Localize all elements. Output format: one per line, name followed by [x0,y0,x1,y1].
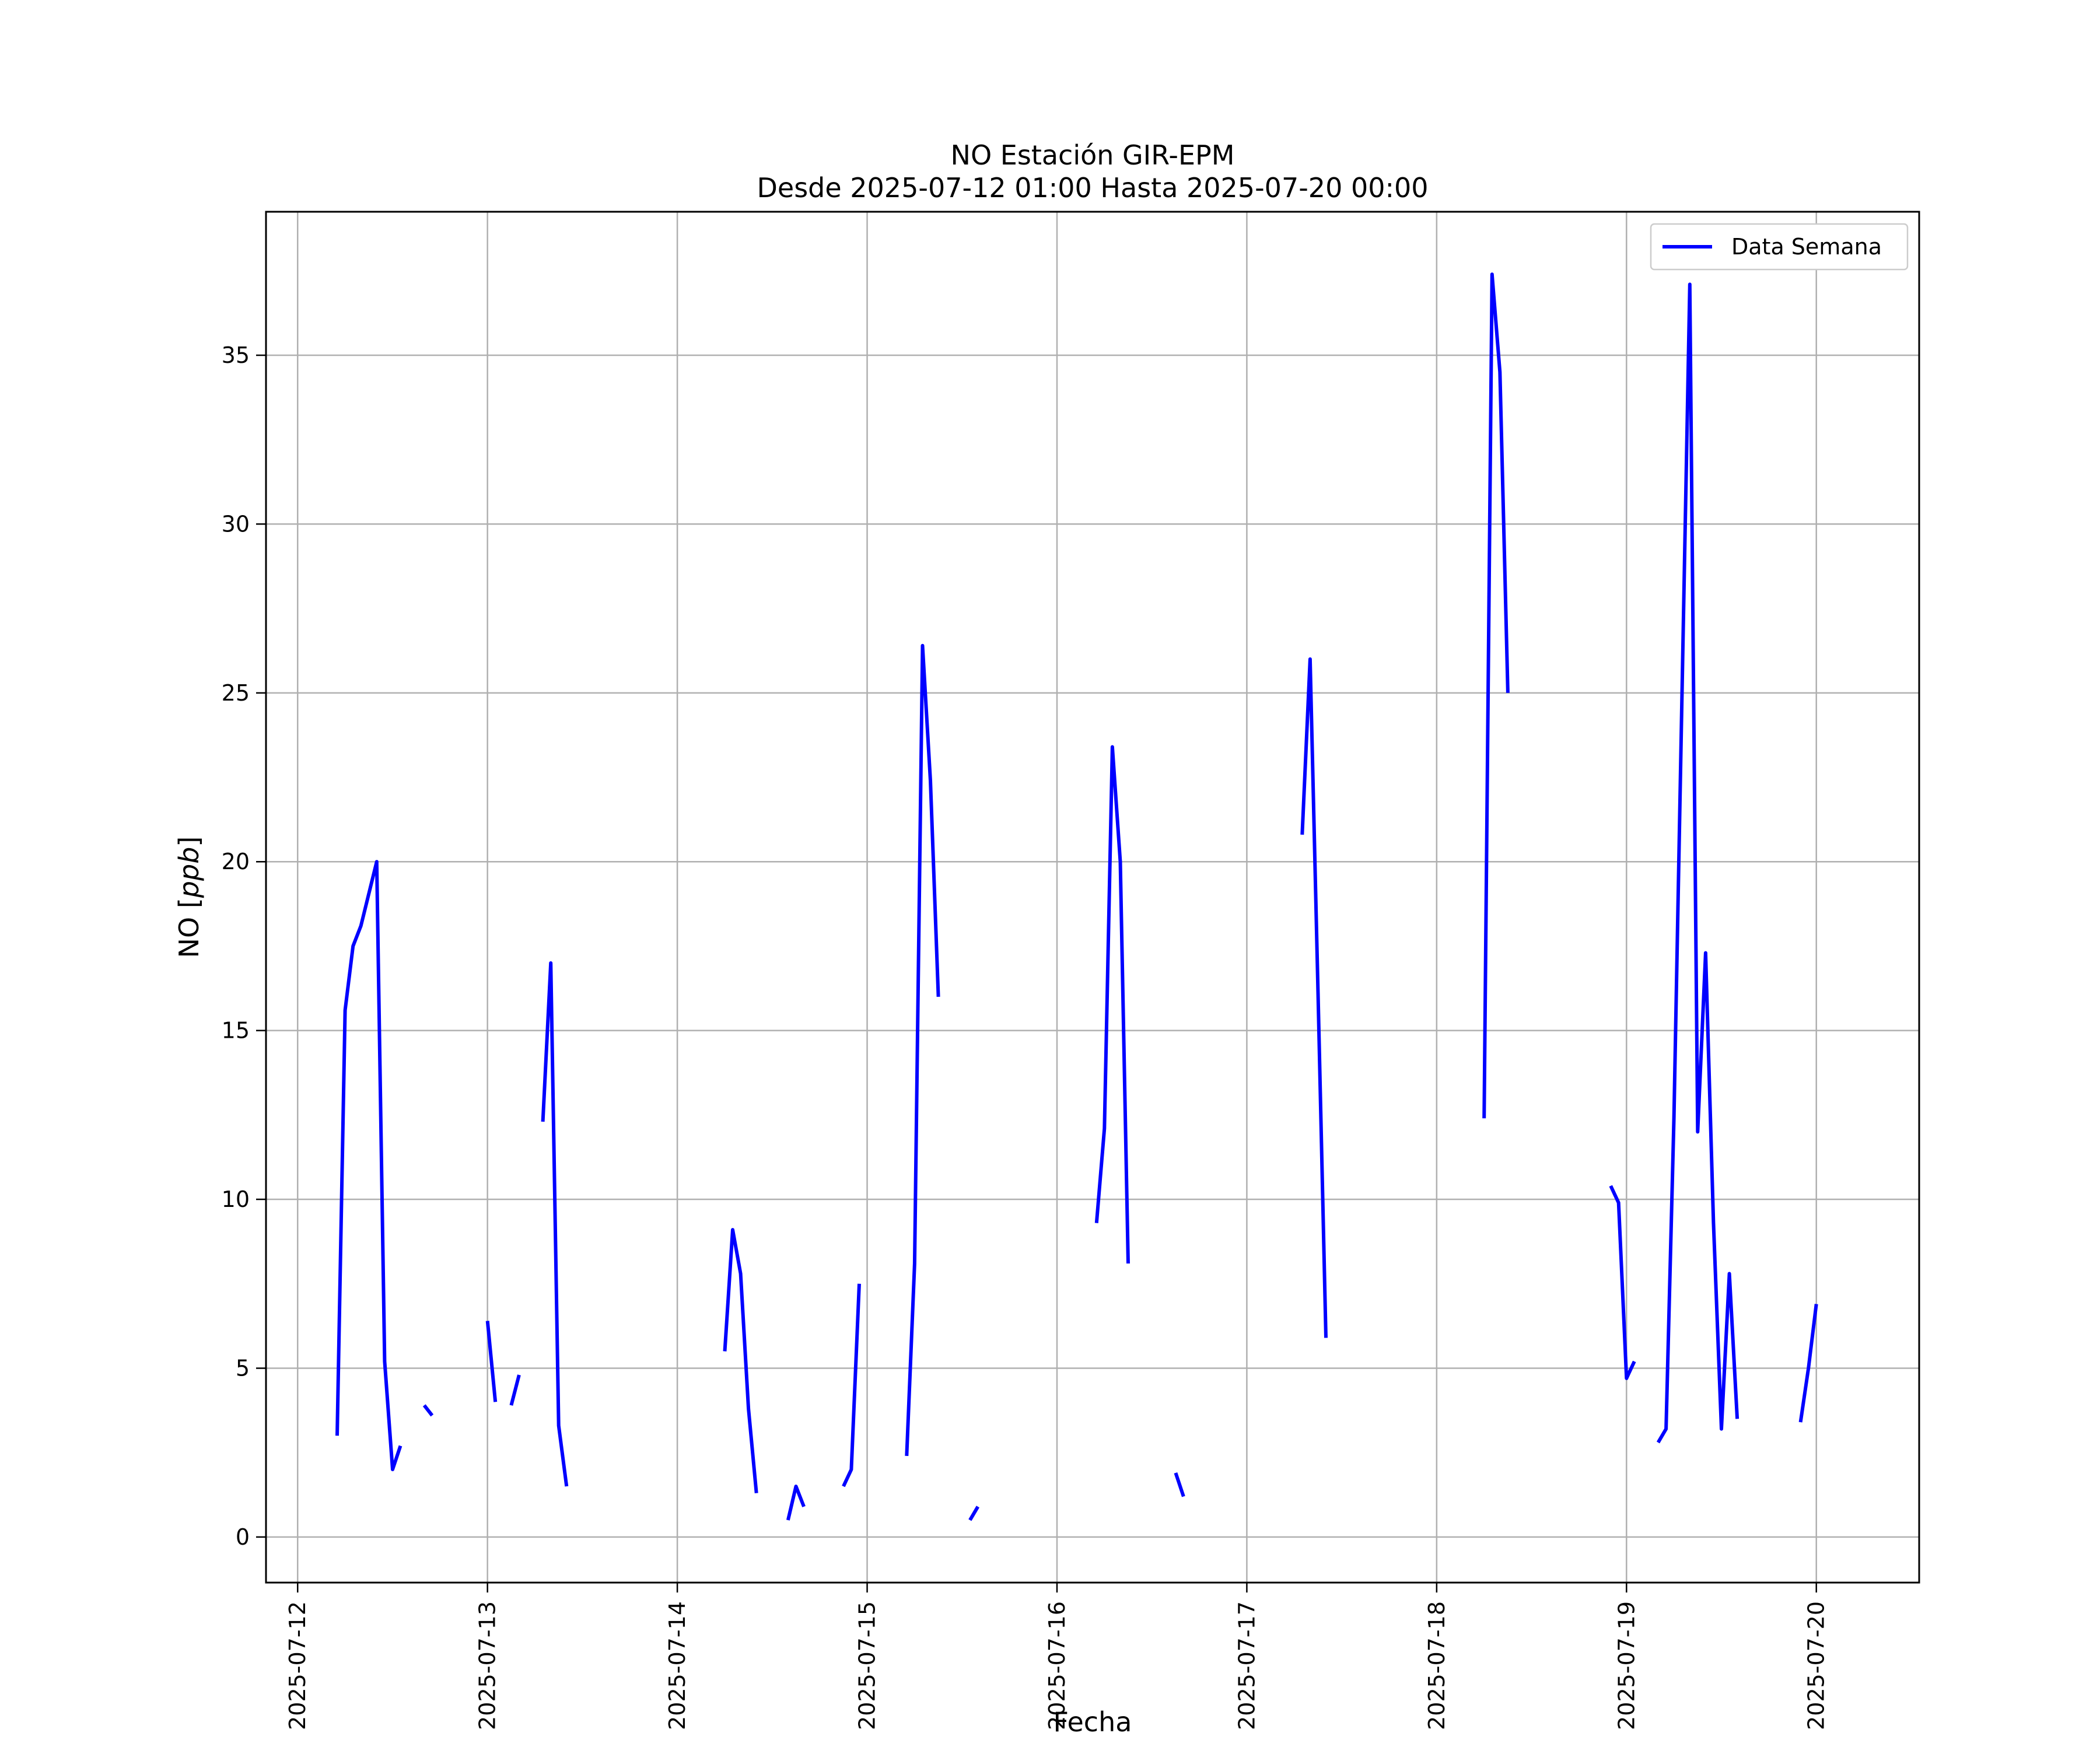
chart-subtitle: Desde 2025-07-12 01:00 Hasta 2025-07-20 … [757,172,1428,204]
y-axis-label: NO [ppb] [173,836,205,958]
y-tick-label: 20 [222,849,250,874]
series-line-segment [1094,745,1130,1264]
series-line-segment [723,1228,758,1493]
series-data-semana [335,272,1818,1521]
series-line-segment [1656,282,1740,1444]
legend-box [1650,223,1909,271]
x-tick-label: 2025-07-20 [1804,1601,1829,1730]
y-tick-label: 0 [236,1524,250,1550]
x-tick-label: 2025-07-13 [475,1601,501,1730]
series-line-segment [842,1283,861,1488]
y-tick-label: 30 [222,511,250,537]
series-line-segment [968,1506,979,1521]
series-line-segment [1174,1472,1185,1497]
x-tick-label: 2025-07-15 [855,1601,880,1730]
series-line-segment [422,1404,434,1417]
series-line-segment [905,643,940,1457]
y-axis-label-suffix: ] [173,836,205,847]
legend: Data Semana [1650,223,1909,271]
x-axis-label: Fecha [1054,1706,1132,1738]
y-tick-label: 15 [222,1018,250,1044]
series-line-segment [485,1321,498,1402]
y-tick-label: 25 [222,680,250,706]
series-line-segment [541,961,569,1487]
series-line-segment [335,860,402,1472]
axis-ticks: 2025-07-12 2025-07-13 2025-07-14 2025-07-15… [222,342,1829,1730]
plot-area [266,212,1919,1583]
grid-lines [266,212,1919,1583]
x-tick-label: 2025-07-12 [285,1601,310,1730]
y-tick-label: 10 [222,1186,250,1212]
y-tick-label: 5 [236,1355,250,1381]
series-line-segment [1300,657,1328,1338]
y-axis-label-prefix: NO [ [173,898,205,958]
x-tick-label: 2025-07-17 [1234,1601,1259,1730]
y-axis-label-unit: ppb [173,847,205,899]
series-line-segment [1609,1185,1636,1380]
plot-frame [265,211,1920,1584]
x-tick-label: 2025-07-14 [664,1601,690,1730]
series-line-segment [786,1485,806,1521]
x-tick-label: 2025-07-18 [1424,1601,1450,1730]
series-line-segment [1798,1304,1818,1423]
x-tick-label: 2025-07-16 [1044,1601,1070,1730]
series-line-segment [1482,272,1510,1119]
legend-label: Data Semana [1731,234,1882,260]
y-tick-label: 35 [222,342,250,368]
chart-title: NO Estación GIR-EPM [951,139,1235,171]
series-line-segment [509,1374,521,1406]
x-tick-label: 2025-07-19 [1614,1601,1639,1730]
